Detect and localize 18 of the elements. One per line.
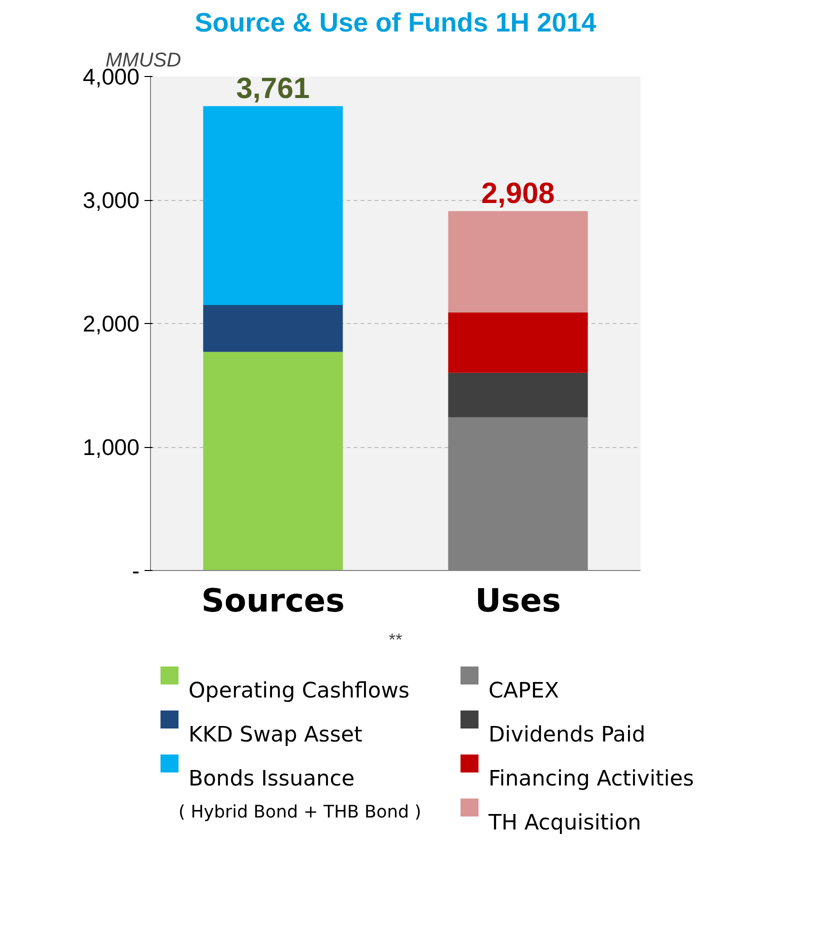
legend-label: KKD Swap Asset: [188, 722, 362, 748]
x-tick-label: Uses: [475, 582, 561, 620]
legend-label: CAPEX: [488, 678, 559, 704]
total-label: 2,908: [481, 177, 555, 210]
total-label: 3,761: [236, 72, 310, 106]
legend-label: Dividends Paid: [488, 722, 646, 748]
y-tick-label: 3,000: [82, 187, 140, 213]
text: ( Hybrid Bond + THB Bond ): [178, 802, 422, 822]
chart-title: Source & Use of Funds 1H 2014: [194, 8, 596, 38]
legend-label: TH Acquisition: [488, 810, 642, 836]
x-tick-label: Sources: [201, 582, 345, 620]
y-tick-label: 1,000: [82, 434, 140, 460]
y-tick-label: -: [132, 558, 140, 584]
legend-label: Operating Cashflows: [188, 678, 410, 704]
legend-label: Financing Activities: [488, 766, 694, 792]
legend-label: Bonds Issuance: [188, 766, 355, 792]
y-tick-label: 2,000: [82, 310, 140, 336]
text: **: [388, 630, 402, 650]
